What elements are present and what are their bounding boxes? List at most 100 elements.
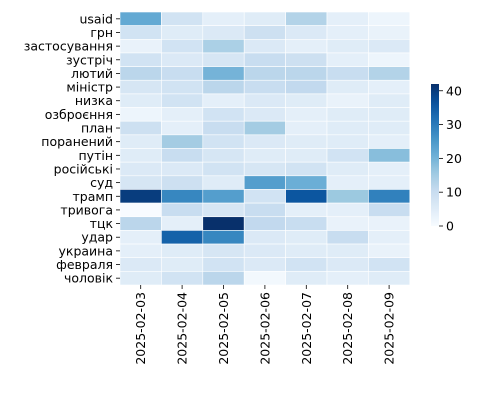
heatmap-cell	[161, 25, 204, 40]
heatmap-cell	[243, 25, 286, 40]
heatmap-cell	[119, 230, 162, 245]
heatmap-cell	[161, 161, 204, 177]
x-tick-label: 2025-02-03	[133, 292, 148, 365]
heatmap-cell	[119, 134, 162, 149]
heatmap-cell	[202, 243, 245, 259]
heatmap-cell	[202, 216, 245, 231]
heatmap-cell	[326, 202, 369, 218]
heatmap-cell	[243, 230, 286, 245]
x-tick-label: 2025-02-07	[299, 292, 314, 365]
heatmap-cell	[326, 175, 369, 190]
heatmap-cell	[326, 66, 369, 81]
heatmap-cell	[285, 202, 328, 218]
heatmap-cell	[243, 66, 286, 81]
heatmap-cell	[285, 216, 328, 231]
heatmap-cell	[202, 38, 245, 54]
heatmap-cell	[161, 230, 204, 245]
heatmap-cell	[202, 202, 245, 218]
colorbar-tick-label: 30	[446, 117, 462, 132]
colorbar-gradient	[431, 84, 439, 226]
heatmap-cell	[368, 52, 411, 67]
heatmap-cell	[326, 134, 369, 149]
y-tick-label: поранений	[41, 134, 113, 149]
heatmap-cell	[326, 271, 369, 286]
heatmap-cell	[202, 134, 245, 149]
heatmap-cell	[119, 107, 162, 122]
heatmap-cell	[368, 93, 411, 108]
heatmap-cell	[243, 257, 286, 272]
heatmap-cell	[326, 216, 369, 231]
heatmap-cell	[202, 161, 245, 177]
heatmap-cell	[368, 175, 411, 190]
heatmap-cell	[119, 202, 162, 218]
heatmap-cell	[119, 120, 162, 136]
heatmap-cell	[119, 271, 162, 286]
heatmap-cell	[202, 120, 245, 136]
heatmap-cell	[161, 271, 204, 286]
heatmap-cell	[202, 66, 245, 81]
heatmap-cell	[368, 216, 411, 231]
y-tick-label: usaid	[79, 11, 113, 26]
heatmap-cell	[368, 134, 411, 149]
heatmap-cell	[326, 257, 369, 272]
y-tick-label: чоловік	[64, 271, 114, 286]
heatmap-cell	[285, 161, 328, 177]
heatmap-cell	[119, 38, 162, 54]
heatmap-cell	[243, 120, 286, 136]
heatmap-cell	[161, 79, 204, 95]
y-tick-label: міністр	[66, 80, 113, 95]
heatmap-cell	[161, 216, 204, 231]
heatmap-cell	[243, 11, 286, 26]
x-axis: 2025-02-03 2025-02-04 2025-02-05 2025-02-06…	[133, 285, 397, 365]
heatmap-cell	[326, 230, 369, 245]
heatmap-cell	[243, 148, 286, 163]
heatmap-cell	[285, 175, 328, 190]
x-tick-label: 2025-02-08	[340, 292, 355, 365]
heatmap-cell	[368, 107, 411, 122]
heatmap-cell	[119, 52, 162, 67]
y-tick-label: низка	[75, 93, 113, 108]
x-tick-label: 2025-02-04	[175, 292, 190, 365]
y-tick-label: план	[81, 121, 113, 136]
colorbar-ticks: 0 10 20 30 40	[439, 83, 462, 234]
heatmap-cell	[326, 38, 369, 54]
heatmap-cell	[161, 120, 204, 136]
heatmap-cell	[285, 148, 328, 163]
heatmap-cell	[119, 189, 162, 204]
heatmap-cell	[285, 25, 328, 40]
y-tick-label: зустріч	[66, 52, 113, 67]
heatmap-cell	[202, 271, 245, 286]
heatmap-cell	[202, 230, 245, 245]
y-axis: usaidгрнзастосуваннязустрічлютийміністрн…	[24, 11, 120, 286]
heatmap-cell	[326, 11, 369, 26]
heatmap-cell	[368, 11, 411, 26]
heatmap-cell	[285, 93, 328, 108]
heatmap-cell	[368, 202, 411, 218]
heatmap-cell	[202, 148, 245, 163]
heatmap-cell	[243, 271, 286, 286]
heatmap-cell	[285, 243, 328, 259]
y-tick-label: грн	[90, 25, 113, 40]
heatmap-cell	[326, 79, 369, 95]
heatmap-cell	[368, 120, 411, 136]
heatmap-cell	[202, 25, 245, 40]
x-tick-label: 2025-02-05	[216, 292, 231, 365]
heatmap-cell	[285, 107, 328, 122]
heatmap-cell	[243, 175, 286, 190]
heatmap-cell	[285, 52, 328, 67]
heatmap-cell	[285, 230, 328, 245]
heatmap-cell	[285, 38, 328, 54]
heatmap-cell	[326, 243, 369, 259]
heatmap-cell	[368, 25, 411, 40]
heatmap-cell	[326, 93, 369, 108]
heatmap-cell	[368, 66, 411, 81]
heatmap-cell	[243, 93, 286, 108]
y-tick-label: трамп	[73, 189, 113, 204]
heatmap-cell	[243, 38, 286, 54]
heatmap-cell	[326, 189, 369, 204]
heatmap-cell	[368, 243, 411, 259]
heatmap-cell	[161, 189, 204, 204]
heatmap-cell	[326, 120, 369, 136]
heatmap-cell	[202, 52, 245, 67]
